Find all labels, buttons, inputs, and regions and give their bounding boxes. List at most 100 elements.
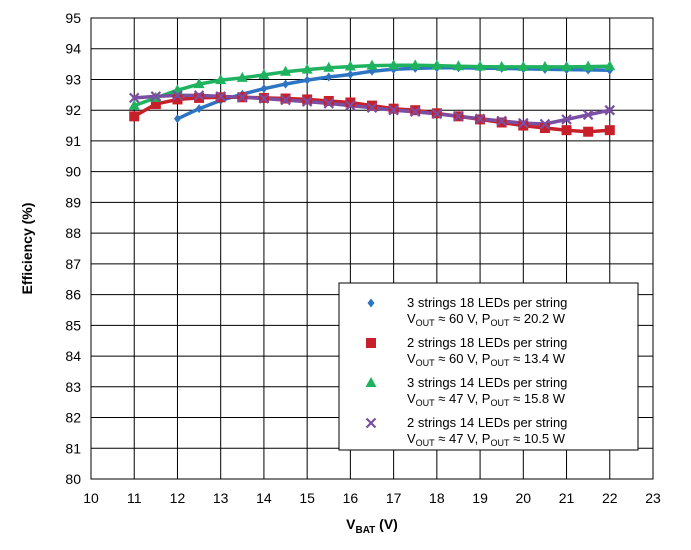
legend-detail-part: ≈ 47 V, P	[435, 431, 491, 446]
series-2-point	[345, 97, 356, 108]
x-axis-label: VBAT (V)	[346, 516, 398, 536]
x-tick-label: 22	[602, 490, 618, 506]
y-tick-label: 87	[65, 256, 81, 272]
legend-detail-part: OUT	[416, 358, 436, 368]
x-tick-label: 14	[256, 490, 272, 506]
series-4-point	[388, 104, 399, 116]
y-tick-label: 91	[65, 133, 81, 149]
legend-entry-name: 2 strings 14 LEDs per string	[407, 415, 567, 430]
legend-detail-part: OUT	[416, 318, 436, 328]
legend-detail-part: V	[407, 351, 416, 366]
legend-marker-4	[365, 417, 377, 429]
series-1-point	[173, 114, 181, 124]
legend-entry-name: 2 strings 18 LEDs per string	[407, 335, 567, 350]
series-markers	[128, 59, 616, 137]
series-4-point	[366, 102, 378, 114]
series-2-point	[323, 95, 334, 106]
series-3-point	[215, 74, 227, 85]
y-axis-label: Efficiency (%)	[19, 203, 35, 295]
series-4-point	[474, 113, 486, 125]
series-2-point	[194, 92, 205, 103]
series-4-point	[582, 109, 594, 121]
series-4-point	[172, 90, 183, 101]
legend-marker-2	[366, 338, 376, 348]
legend-detail-part: ≈ 10.5 W	[509, 431, 565, 446]
x-tick-label: 10	[83, 490, 99, 506]
x-tick-label: 21	[559, 490, 575, 506]
legend-entry-detail: VOUT ≈ 47 V, POUT ≈ 15.8 W	[407, 391, 566, 408]
x-tick-label: 13	[213, 490, 229, 506]
x-tick-labels: 10 11 12 13 14 15 16 17 18 19 20 21 22 23	[83, 490, 661, 506]
y-tick-label: 85	[65, 317, 81, 333]
y-tick-label: 94	[65, 41, 81, 57]
x-tick-label: 23	[645, 490, 661, 506]
y-tick-label: 86	[65, 287, 81, 303]
y-tick-label: 89	[65, 194, 81, 210]
series-4-point	[561, 114, 572, 125]
y-tick-label: 93	[65, 71, 81, 87]
series-2-point	[518, 120, 529, 131]
x-tick-label: 11	[127, 490, 142, 506]
y-tick-label: 83	[65, 379, 81, 395]
series-3-point	[474, 60, 486, 71]
series-4-point	[345, 100, 356, 111]
series-1-point	[346, 70, 354, 80]
series-2-point	[150, 99, 161, 110]
series-4-point	[453, 111, 464, 122]
series-3-point	[236, 71, 248, 82]
series-3-point	[128, 99, 140, 110]
series-2-point	[561, 125, 572, 136]
y-tick-labels: 80 81 82 83 84 85 86 87 88 89 90 91 92 93 94 95	[65, 10, 81, 487]
series-1-point	[282, 79, 290, 89]
x-tick-label: 15	[299, 490, 315, 506]
series-2-point	[604, 125, 615, 136]
series-3-point	[301, 63, 313, 74]
series-1-point	[303, 75, 311, 85]
legend-detail-part: V	[407, 391, 416, 406]
x-axis-label-main: V	[346, 516, 356, 532]
x-axis-label-unit: (V)	[375, 516, 398, 532]
series-2-point	[302, 94, 313, 105]
series-1-point	[325, 72, 333, 82]
series-4-point	[193, 90, 205, 101]
series-3-point	[604, 60, 616, 71]
y-tick-label: 80	[65, 471, 81, 487]
x-tick-label: 17	[386, 490, 402, 506]
x-tick-label: 16	[343, 490, 359, 506]
series-4-point	[539, 118, 551, 130]
legend-detail-part: OUT	[416, 438, 436, 448]
legend-detail-part: V	[407, 311, 416, 326]
series-3-point	[539, 60, 551, 71]
legend-entry-name: 3 strings 18 LEDs per string	[407, 295, 567, 310]
legend-detail-part: ≈ 13.4 W	[509, 351, 565, 366]
series-2-point	[583, 126, 594, 137]
legend-detail-part: V	[407, 431, 416, 446]
x-tick-label: 19	[472, 490, 488, 506]
legend-marker-1	[367, 298, 375, 308]
series-4-point	[518, 117, 529, 129]
y-tick-label: 84	[65, 348, 81, 364]
series-4-point	[280, 94, 291, 106]
series-4-point	[150, 91, 162, 102]
legend-marker-3	[365, 377, 377, 387]
legend-detail-part: OUT	[490, 358, 510, 368]
x-axis-label-subscript: BAT	[355, 525, 375, 536]
legend-detail-part: OUT	[416, 398, 436, 408]
series-3-point	[582, 60, 594, 71]
series-3-point	[323, 61, 335, 72]
series-4-point	[604, 104, 616, 116]
legend-detail-part: ≈ 15.8 W	[509, 391, 565, 406]
x-tick-label: 18	[429, 490, 445, 506]
series-2-point	[172, 94, 183, 105]
legend-detail-part: ≈ 20.2 W	[509, 311, 565, 326]
legend-detail-part: OUT	[490, 398, 510, 408]
legend-entry-detail: VOUT ≈ 47 V, POUT ≈ 10.5 W	[407, 431, 566, 448]
legend-detail-part: ≈ 60 V, P	[435, 351, 491, 366]
legend-entry-detail: VOUT ≈ 60 V, POUT ≈ 13.4 W	[407, 351, 566, 368]
series-4-point	[323, 98, 335, 109]
series-4-point	[237, 92, 248, 103]
series-4-point	[409, 106, 421, 118]
series-4-point	[496, 115, 507, 127]
